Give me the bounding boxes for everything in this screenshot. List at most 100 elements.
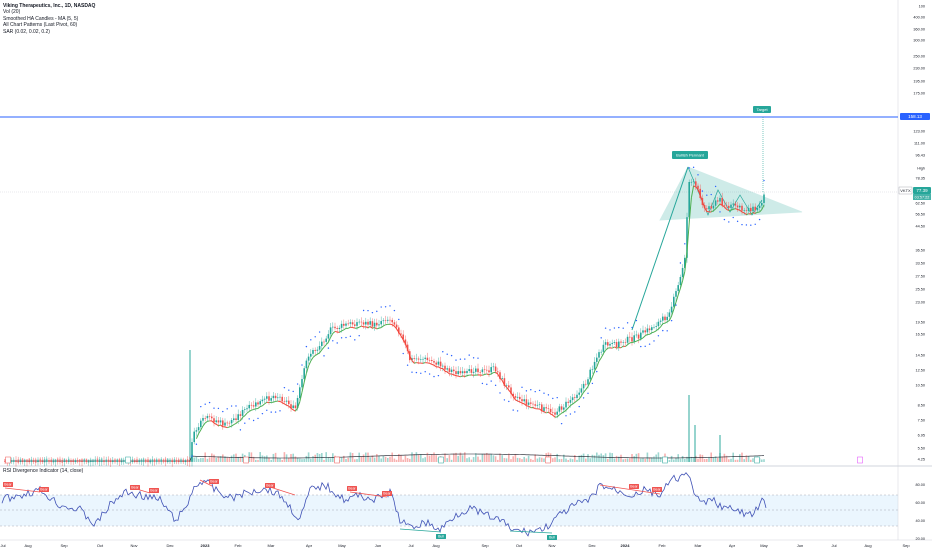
ha-segment (739, 209, 743, 213)
bear-signal-label: Bear (4, 483, 12, 487)
candle-body (131, 461, 134, 462)
candlesticks[interactable] (4, 177, 765, 467)
candle-body (206, 415, 209, 419)
ha-segment (506, 386, 510, 391)
volume-bar (486, 452, 488, 462)
candle-body (208, 415, 211, 417)
volume-bar (340, 457, 343, 462)
indicator-volume[interactable]: Vol (20) (3, 9, 21, 16)
ha-segment (605, 347, 609, 351)
indicator-chart-patterns[interactable]: All Chart Patterns (Last Pivot, 60) (3, 22, 78, 29)
candle-body (543, 407, 545, 412)
time-axis-label: Jul (831, 543, 836, 548)
candle-body (217, 420, 220, 423)
price-axis[interactable]: 100 400.00 360.00 300.00 250.00 230.00 195.00 1… (913, 5, 925, 462)
volume-bar (400, 455, 402, 462)
candle-body (92, 461, 94, 462)
candle-body (411, 358, 413, 361)
candle-body (697, 185, 699, 189)
ha-segment (490, 372, 494, 375)
indicator-sar[interactable]: SAR (0.02, 0.02, 0.2) (3, 28, 50, 35)
volume-bar (651, 457, 653, 462)
volume-bar (582, 453, 585, 462)
sar-dot (494, 384, 497, 387)
volume-bar (301, 459, 303, 462)
volume-bar (644, 458, 646, 462)
candle-body (237, 414, 239, 420)
ha-segment (510, 392, 514, 397)
candle-body (679, 276, 682, 286)
sar-dot (732, 216, 734, 219)
sar-dot (565, 415, 567, 417)
candle-body (105, 461, 107, 462)
price-axis-label: 78.35 (915, 177, 925, 181)
sar-dot (666, 330, 668, 332)
candle-body (160, 460, 162, 462)
ha-segment (242, 415, 246, 418)
price-axis-label: 100 (919, 5, 925, 9)
ha-segment (229, 425, 232, 428)
volume-bar (536, 458, 539, 462)
chart-legend[interactable]: Viking Therapeutics, Inc., 1D, NASDAQ Vo… (3, 3, 95, 35)
bear-signal-label: Bear (210, 480, 218, 484)
volume-bar (356, 459, 358, 462)
rsi-legend[interactable]: RSI Divergence Indicator (14, close) (3, 468, 84, 474)
sar-dot (552, 397, 554, 400)
bullish-pennant-pattern[interactable]: Bullish Pennant Target (631, 106, 803, 331)
pennant-zigzag (687, 166, 763, 216)
candle-body (602, 344, 605, 352)
candle-body (334, 326, 336, 329)
volume-bar (530, 458, 532, 462)
ha-segment (303, 373, 307, 383)
sar-dot (578, 405, 580, 408)
volume-bar (464, 452, 466, 462)
ha-segment (570, 403, 573, 406)
ha-segment (321, 346, 325, 351)
volume-bar (404, 455, 407, 462)
indicator-ha-candles[interactable]: Smoothed HA Candles - MA (5, 5) (3, 15, 79, 22)
volume-bar (686, 456, 688, 462)
candle-body (362, 322, 365, 325)
volume-bar (585, 458, 587, 462)
candle-body (103, 461, 105, 462)
sar-dot (701, 190, 704, 192)
candle-body (193, 431, 195, 443)
candle-body (527, 402, 530, 405)
volume-bar (200, 458, 202, 462)
candle-body (83, 460, 85, 462)
time-axis-label: Jun (375, 543, 381, 548)
candle-body (640, 332, 642, 339)
ha-segment (400, 335, 404, 341)
time-axis[interactable]: Jul Aug Sep Oct Nov Dec 2023 Feb Mar Apr May Jun Jul… (0, 543, 910, 548)
candle-body (290, 404, 292, 409)
candle-body (241, 409, 244, 416)
symbol-title[interactable]: Viking Therapeutics, Inc., 1D, NASDAQ (3, 3, 96, 9)
volume-bar (706, 458, 708, 462)
ha-segment (327, 337, 332, 343)
sar-dot (420, 372, 422, 374)
candle-body (723, 204, 726, 206)
candle-body (556, 411, 558, 415)
price-axis-label: 400.00 (913, 16, 925, 20)
candle-body (19, 461, 22, 462)
volume-bar (675, 457, 677, 462)
candle-body (162, 460, 165, 462)
candle-body (466, 371, 468, 374)
ha-segment (587, 381, 591, 387)
ha-segment (528, 405, 532, 409)
ha-segment (664, 321, 668, 324)
candle-body (376, 322, 378, 326)
price-axis-label: 360.00 (913, 28, 925, 32)
candle-body (204, 418, 206, 419)
ha-segment (213, 422, 217, 425)
price-axis-label: 250.00 (913, 55, 925, 59)
time-axis-label: May (338, 543, 346, 548)
candle-body (499, 372, 501, 379)
sar-dot (389, 305, 391, 307)
sar-dot (692, 166, 695, 169)
candle-body (167, 461, 169, 462)
volume-bar (288, 457, 290, 462)
candle-body (318, 346, 321, 350)
volume-bar (494, 456, 497, 462)
